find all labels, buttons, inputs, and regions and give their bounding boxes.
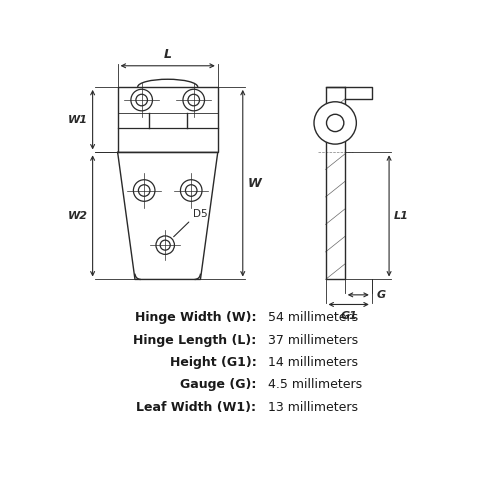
Bar — [118, 87, 218, 152]
Text: 13 millimeters: 13 millimeters — [268, 401, 358, 414]
Text: Leaf Width (W1):: Leaf Width (W1): — [136, 401, 256, 414]
Text: G1: G1 — [340, 312, 357, 322]
Circle shape — [188, 94, 200, 106]
Circle shape — [131, 90, 152, 111]
Text: 14 millimeters: 14 millimeters — [268, 356, 358, 369]
Circle shape — [136, 94, 147, 106]
Text: 37 millimeters: 37 millimeters — [268, 334, 358, 347]
Text: Hinge Length (L):: Hinge Length (L): — [133, 334, 256, 347]
Circle shape — [180, 180, 202, 202]
Circle shape — [156, 236, 174, 255]
Text: L: L — [164, 48, 172, 61]
Text: G: G — [376, 290, 386, 300]
Text: D5: D5 — [192, 209, 208, 219]
Text: Height (G1):: Height (G1): — [170, 356, 256, 369]
Text: 4.5 millimeters: 4.5 millimeters — [268, 378, 362, 392]
Circle shape — [183, 90, 204, 111]
Text: Gauge (G):: Gauge (G): — [180, 378, 256, 392]
Circle shape — [138, 184, 150, 196]
Text: W1: W1 — [68, 114, 88, 124]
Circle shape — [186, 184, 197, 196]
Text: W: W — [248, 176, 261, 190]
Circle shape — [314, 102, 356, 144]
Circle shape — [326, 114, 344, 132]
Circle shape — [160, 240, 170, 250]
Circle shape — [134, 180, 155, 202]
Text: W2: W2 — [68, 211, 88, 221]
Bar — [326, 87, 345, 280]
Text: Hinge Width (W):: Hinge Width (W): — [135, 312, 256, 324]
Text: L1: L1 — [394, 211, 408, 221]
Text: 54 millimeters: 54 millimeters — [268, 312, 358, 324]
